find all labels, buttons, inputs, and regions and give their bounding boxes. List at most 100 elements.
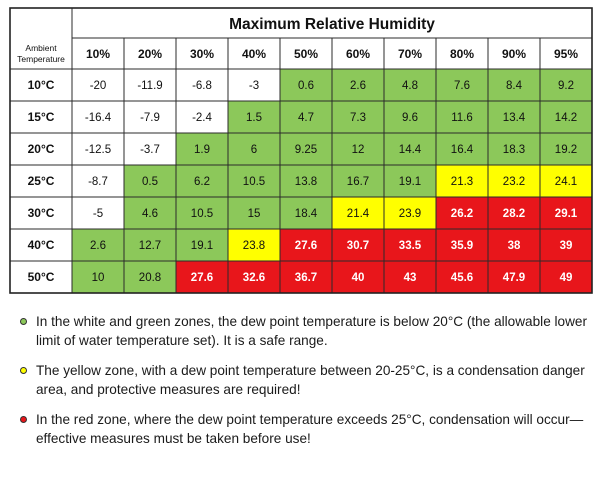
cell-value: 10 xyxy=(92,272,105,284)
column-header: 40% xyxy=(242,47,266,61)
cell-red xyxy=(488,197,540,229)
cell-value: 18.3 xyxy=(503,144,525,156)
cell-value: 47.9 xyxy=(503,272,525,284)
cell-red xyxy=(436,197,488,229)
cell-red xyxy=(280,261,332,293)
cell-value: -7.9 xyxy=(140,112,160,124)
cell-red xyxy=(436,229,488,261)
cell-value: 23.2 xyxy=(503,176,525,188)
cell-green xyxy=(436,133,488,165)
cell-value: 26.2 xyxy=(451,208,473,220)
cell-value: 2.6 xyxy=(350,80,366,92)
cell-yellow xyxy=(332,197,384,229)
cell-value: 18.4 xyxy=(295,208,318,220)
cell-green xyxy=(280,133,332,165)
cell-value: 19.2 xyxy=(555,144,577,156)
cell-value: -16.4 xyxy=(85,112,112,124)
chart-title: Maximum Relative Humidity xyxy=(229,16,435,33)
row-header: 50°C xyxy=(28,270,55,284)
humidity-table-chart: Maximum Relative Humidity AmbientTemperat… xyxy=(9,7,593,294)
corner-label-line1: Ambient xyxy=(25,43,57,53)
note-red-text: In the red zone, where the dew point tem… xyxy=(36,412,584,446)
cell-value: 30.7 xyxy=(347,240,369,252)
column-header: 90% xyxy=(502,47,526,61)
cell-value: 38 xyxy=(508,240,521,252)
cell-yellow xyxy=(384,197,436,229)
cell-value: 21.3 xyxy=(451,176,473,188)
cell-green xyxy=(332,101,384,133)
cell-green xyxy=(436,69,488,101)
cell-red xyxy=(332,261,384,293)
table-border xyxy=(9,7,593,294)
cell-red xyxy=(540,197,592,229)
cell-green xyxy=(384,165,436,197)
column-header: 70% xyxy=(398,47,422,61)
cell-yellow xyxy=(228,229,280,261)
cell-value: -6.8 xyxy=(192,80,212,92)
row-header: 20°C xyxy=(28,142,55,156)
cell-value: 14.4 xyxy=(399,144,422,156)
cell-green xyxy=(384,133,436,165)
cell-green xyxy=(124,261,176,293)
row-header: 10°C xyxy=(28,78,55,92)
cell-value: 13.8 xyxy=(295,176,317,188)
cell-green xyxy=(176,165,228,197)
cell-value: 23.8 xyxy=(243,240,265,252)
cell-green xyxy=(488,69,540,101)
cell-value: 45.6 xyxy=(451,272,473,284)
cell-value: 9.2 xyxy=(558,80,574,92)
cell-yellow xyxy=(540,165,592,197)
note-yellow-text: The yellow zone, with a dew point temper… xyxy=(36,363,585,397)
cell-green xyxy=(228,101,280,133)
cell-value: -8.7 xyxy=(88,176,108,188)
cell-yellow xyxy=(436,165,488,197)
row-header: 30°C xyxy=(28,206,55,220)
cell-white xyxy=(72,133,124,165)
cell-green xyxy=(332,165,384,197)
cell-value: 10.5 xyxy=(191,208,213,220)
cell-green xyxy=(540,101,592,133)
cell-green xyxy=(436,101,488,133)
cell-value: 0.5 xyxy=(142,176,158,188)
cell-value: -3 xyxy=(249,80,259,92)
cell-green xyxy=(280,197,332,229)
column-header: 30% xyxy=(190,47,214,61)
cell-red xyxy=(176,261,228,293)
column-header: 50% xyxy=(294,47,318,61)
cell-red xyxy=(436,261,488,293)
cell-value: 16.4 xyxy=(451,144,474,156)
cell-red xyxy=(228,261,280,293)
cell-value: 29.1 xyxy=(555,208,578,220)
cell-value: 43 xyxy=(404,272,417,284)
cell-green xyxy=(124,165,176,197)
column-header: 20% xyxy=(138,47,162,61)
cell-value: -3.7 xyxy=(140,144,160,156)
cell-value: -11.9 xyxy=(137,80,162,92)
red-dot-icon xyxy=(20,416,27,423)
cell-green xyxy=(332,69,384,101)
row-header: 40°C xyxy=(28,238,55,252)
column-header: 80% xyxy=(450,47,474,61)
cell-green xyxy=(176,133,228,165)
cell-value: 28.2 xyxy=(503,208,525,220)
cell-value: 9.6 xyxy=(402,112,418,124)
cell-value: 49 xyxy=(560,272,573,284)
note-green-zone: In the white and green zones, the dew po… xyxy=(14,312,592,350)
cell-white xyxy=(228,69,280,101)
cell-value: 33.5 xyxy=(399,240,422,252)
note-green-text: In the white and green zones, the dew po… xyxy=(36,314,588,348)
cell-green xyxy=(176,197,228,229)
cell-value: 0.6 xyxy=(298,80,314,92)
cell-value: -2.4 xyxy=(192,112,212,124)
cell-value: 4.6 xyxy=(142,208,158,220)
cell-white xyxy=(124,133,176,165)
cell-white xyxy=(124,69,176,101)
column-header: 10% xyxy=(86,47,110,61)
cell-value: 27.6 xyxy=(191,272,213,284)
cell-value: 40 xyxy=(352,272,365,284)
cell-value: 10.5 xyxy=(243,176,265,188)
yellow-dot-icon xyxy=(20,367,27,374)
row-header: 25°C xyxy=(28,174,55,188)
cell-red xyxy=(332,229,384,261)
cell-white xyxy=(176,101,228,133)
